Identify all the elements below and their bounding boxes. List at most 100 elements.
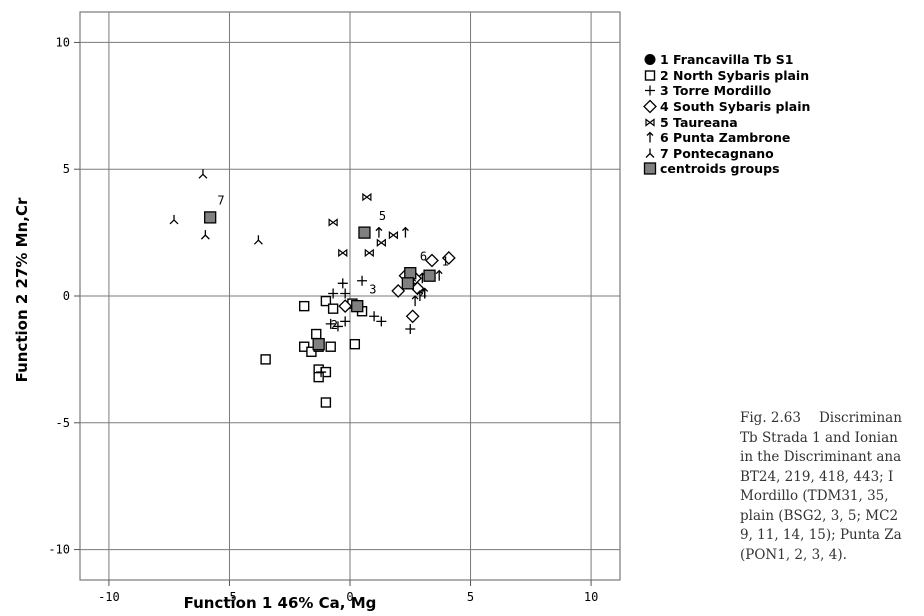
legend-marker-shape [644, 70, 656, 81]
data-point [169, 214, 179, 225]
figure-number: Fig. 2.63 [740, 410, 801, 426]
y-tick-label: 10 [56, 35, 70, 49]
data-point [338, 248, 348, 258]
caption-line: in the Discriminant ana [740, 449, 902, 465]
data-point [316, 367, 327, 378]
y-axis-label: Function 2 27% Mn,Cr [13, 197, 31, 383]
legend-label: 5 Taureana [660, 114, 738, 130]
data-point [338, 299, 353, 314]
data-point [405, 323, 416, 334]
y-tick-label: 0 [63, 289, 70, 303]
legend-label: 4 South Sybaris plain [660, 99, 811, 115]
data-point [298, 300, 310, 312]
data-point [388, 230, 398, 240]
legend-marker [644, 54, 656, 66]
legend-label: 2 North Sybaris plain [660, 67, 810, 83]
legend-marker [643, 162, 657, 176]
legend-item: centroids groups [642, 161, 924, 177]
data-point [313, 371, 324, 383]
legend-item: 6 Punta Zambrone [642, 130, 924, 146]
data-point [425, 253, 439, 268]
centroid-label: 6 [420, 250, 427, 264]
legend-marker-shape [643, 99, 657, 114]
data-point [376, 238, 386, 247]
y-tick-label: -5 [56, 416, 70, 430]
x-tick-label: 0 [346, 590, 353, 604]
data-point [320, 397, 332, 408]
data-point [423, 269, 436, 282]
x-tick-label: 10 [584, 590, 598, 604]
data-point [411, 295, 419, 307]
axis-ticks: -10 -5 0 5 10 -10 -5 0 5 10 [48, 35, 598, 604]
data-point [369, 311, 380, 322]
data-point [375, 226, 383, 238]
data-point [198, 169, 208, 179]
data-point [441, 251, 456, 265]
centroid-labels: 7 5 6 1 4 3 2 [217, 194, 448, 332]
legend-marker [645, 117, 655, 127]
centroid-label: 1 [442, 255, 449, 269]
centroid-label: 3 [369, 282, 376, 296]
data-point [435, 269, 443, 281]
legend-marker [646, 131, 654, 143]
data-point [358, 226, 371, 239]
legend-marker-shape [645, 85, 655, 96]
data-point [253, 235, 263, 245]
data-point [376, 316, 387, 327]
data-point [401, 226, 409, 238]
grid-lines [80, 12, 620, 580]
legend: 1 Francavilla Tb S1 2 North Sybaris plain… [642, 52, 924, 177]
data-point [351, 299, 364, 313]
legend-item: 5 Taureana [642, 114, 924, 130]
data-point [349, 338, 361, 350]
legend-label: 1 Francavilla Tb S1 [660, 52, 794, 68]
centroid-label: 4 [420, 288, 427, 302]
legend-label: 3 Torre Mordillo [660, 83, 772, 99]
legend-item: 1 Francavilla Tb S1 [642, 52, 924, 68]
data-point [332, 321, 343, 332]
caption-line: Tb Strada 1 and Ionian [740, 429, 898, 446]
data-point [260, 354, 271, 365]
data-point [340, 316, 351, 327]
caption-line: Fig. 2.63 Discriminan [740, 409, 924, 429]
y-axis-label-box: Function 2 27% Mn,Cr [10, 180, 34, 400]
data-point [320, 295, 332, 307]
data-point [405, 309, 420, 324]
legend-item: 7 Pontecagnano [642, 146, 924, 162]
y-tick-label: -10 [48, 543, 70, 557]
legend-marker [645, 85, 655, 96]
caption-line: 9, 11, 14, 15); Punta Za [740, 527, 902, 543]
centroid-label: 2 [331, 318, 338, 332]
x-axis-label: Function 1 46% Ca, Mg [183, 594, 377, 612]
legend-marker-shape [645, 117, 655, 127]
data-points [169, 169, 456, 408]
data-point [327, 303, 339, 314]
data-point [401, 277, 415, 290]
data-point [340, 288, 351, 299]
caption-line: BT24, 219, 418, 443; I [740, 468, 894, 485]
y-tick-label: 5 [63, 162, 70, 176]
legend-label: 7 Pontecagnano [660, 145, 774, 161]
data-point [404, 267, 417, 280]
legend-marker [643, 99, 657, 114]
data-point [200, 230, 210, 240]
data-point [362, 192, 372, 202]
legend-label: centroids groups [660, 161, 780, 177]
data-point [328, 288, 339, 299]
data-point [325, 318, 336, 329]
data-point [421, 287, 429, 299]
legend-item: 2 North Sybaris plain [642, 68, 924, 84]
centroid-label: 5 [379, 209, 386, 223]
data-point [328, 218, 338, 227]
x-tick-label: -10 [98, 590, 120, 604]
legend-label: 6 Punta Zambrone [660, 130, 791, 146]
data-point [416, 290, 424, 301]
data-point [357, 275, 368, 286]
data-point [364, 248, 374, 258]
legend-marker-shape [644, 54, 656, 66]
data-point [337, 278, 348, 289]
x-tick-label: -5 [222, 590, 236, 604]
caption-line: (PON1, 2, 3, 4). [740, 546, 847, 563]
centroid-label: 7 [217, 194, 224, 208]
caption-line: plain (BSG2, 3, 5; MC2 [740, 507, 899, 524]
